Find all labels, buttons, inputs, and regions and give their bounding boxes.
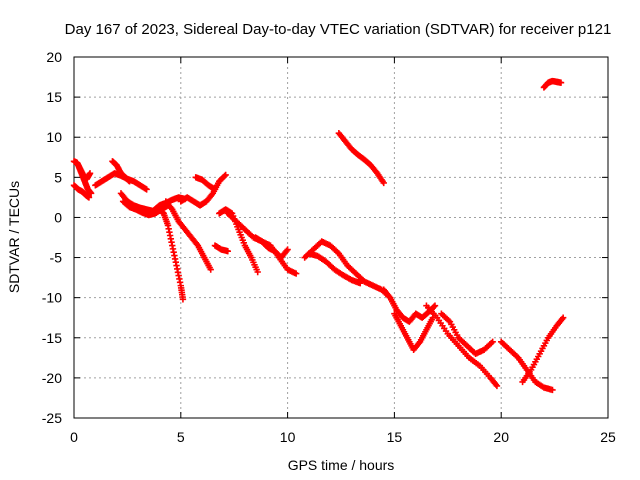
data-point-marker [489, 338, 496, 345]
data-point-marker [549, 386, 556, 394]
data-point-marker [211, 186, 219, 193]
data-point-marker [222, 171, 229, 179]
sat-track-15 [252, 234, 291, 261]
x-tick-label: 20 [493, 429, 509, 445]
x-tick-label: 5 [177, 429, 185, 445]
x-tick-label: 25 [600, 429, 616, 445]
data-point-marker [431, 302, 439, 309]
sat-track-5 [109, 158, 133, 185]
data-point-marker [284, 246, 291, 253]
sat-track-21 [423, 302, 501, 390]
sat-track-24 [519, 314, 567, 386]
sat-track-11 [192, 174, 219, 193]
data-point-marker [207, 266, 214, 273]
sat-track-25 [540, 77, 565, 91]
data-point-marker [87, 190, 95, 197]
y-tick-label: -5 [50, 250, 63, 266]
plot-frame [73, 56, 609, 419]
y-tick-label: 20 [46, 49, 62, 65]
data-point-marker [86, 170, 94, 177]
y-tick-label: -20 [42, 370, 62, 386]
sat-track-9 [162, 198, 214, 273]
y-axis-label: SDTVAR / TECUs [6, 181, 22, 293]
data-point-marker [292, 270, 300, 277]
sat-track-3 [75, 162, 95, 197]
sat-track-6 [117, 190, 189, 215]
y-tick-label: 0 [54, 209, 62, 225]
data-points [70, 77, 567, 394]
data-point-marker [557, 79, 565, 86]
data-point-marker [221, 172, 228, 180]
sat-track-2 [70, 182, 93, 201]
axis-ticks: 0 5 10 15 20 25 -25 -20 -15 -10 -5 0 5 10 15 20 [42, 49, 616, 445]
data-point-marker [559, 314, 567, 321]
chart-title: Day 167 of 2023, Sidereal Day-to-day VTE… [65, 21, 612, 38]
y-tick-label: 15 [46, 89, 62, 105]
data-point-marker [430, 303, 438, 310]
data-point-marker [493, 382, 501, 390]
sat-track-22 [438, 310, 496, 358]
sat-track-18 [335, 130, 387, 187]
data-point-marker [357, 280, 364, 287]
sat-track-16 [301, 238, 394, 301]
sat-track-12 [211, 242, 231, 255]
data-point-marker [224, 247, 231, 255]
y-tick-label: -10 [42, 290, 62, 306]
sat-track-8 [156, 206, 187, 303]
x-axis-label: GPS time / hours [288, 457, 395, 473]
x-tick-label: 0 [70, 429, 78, 445]
sat-track-20 [391, 310, 437, 354]
grid [74, 57, 608, 418]
sat-track-23 [498, 338, 556, 394]
data-point-marker [126, 178, 133, 185]
y-tick-label: 5 [54, 169, 62, 185]
data-point-marker [143, 186, 150, 193]
y-tick-label: 10 [46, 129, 62, 145]
y-tick-label: -15 [42, 330, 62, 346]
data-point-marker [380, 179, 387, 187]
data-point-marker [179, 296, 187, 303]
y-tick-label: -25 [42, 410, 62, 426]
x-tick-label: 10 [280, 429, 296, 445]
data-point-marker [85, 194, 93, 201]
sat-track-17 [305, 250, 364, 287]
data-point-marker [254, 268, 261, 276]
x-tick-label: 15 [387, 429, 403, 445]
